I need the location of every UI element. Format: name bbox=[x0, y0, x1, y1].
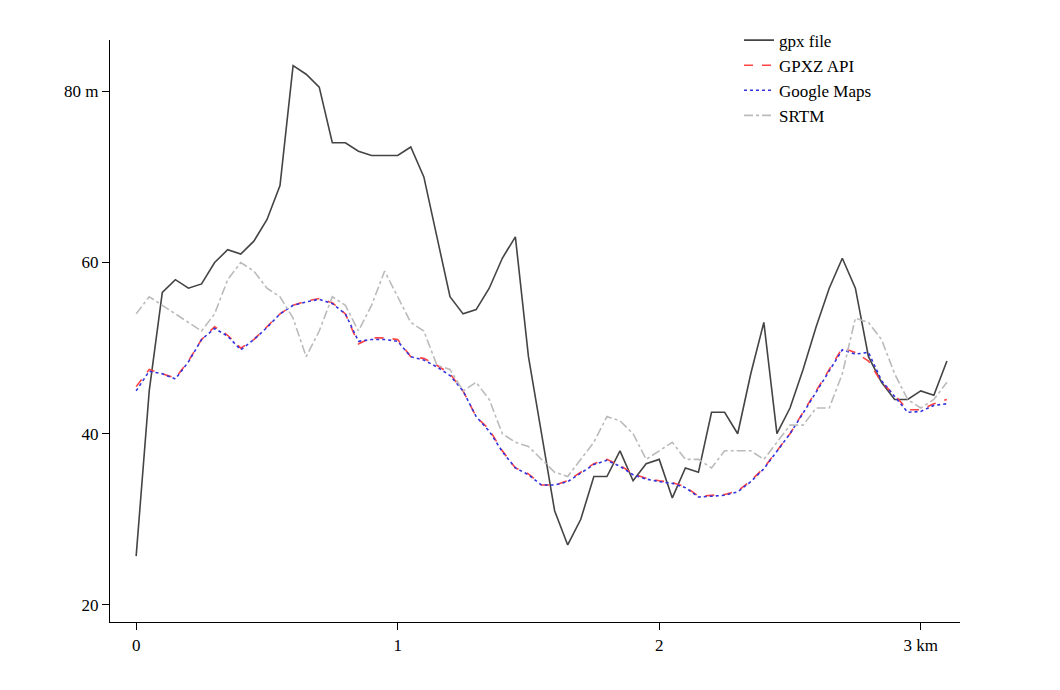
svg-text:gpx file: gpx file bbox=[779, 32, 831, 51]
svg-text:3 km: 3 km bbox=[904, 636, 938, 655]
svg-text:40: 40 bbox=[81, 425, 98, 444]
svg-text:20: 20 bbox=[81, 596, 98, 615]
svg-text:Google Maps: Google Maps bbox=[779, 82, 871, 101]
svg-text:0: 0 bbox=[132, 636, 141, 655]
svg-text:GPXZ API: GPXZ API bbox=[779, 57, 854, 76]
svg-text:1: 1 bbox=[393, 636, 402, 655]
svg-text:SRTM: SRTM bbox=[779, 107, 824, 126]
svg-text:60: 60 bbox=[81, 253, 98, 272]
svg-text:80 m: 80 m bbox=[64, 82, 98, 101]
svg-text:2: 2 bbox=[655, 636, 664, 655]
